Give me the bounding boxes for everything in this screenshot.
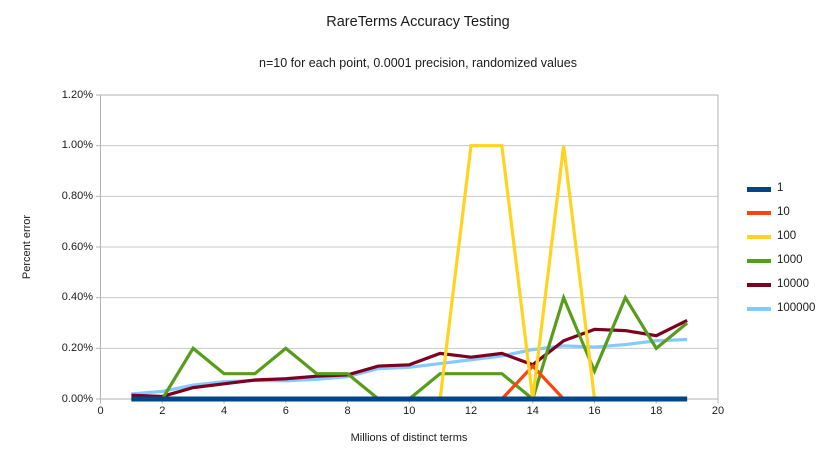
legend-item-10000: 10000 bbox=[747, 273, 815, 297]
x-tick-label: 10 bbox=[403, 405, 416, 417]
x-tick-label: 4 bbox=[220, 405, 228, 417]
legend-item-100000: 100000 bbox=[747, 297, 815, 321]
legend-label: 10000 bbox=[777, 278, 809, 291]
legend-item-10: 10 bbox=[747, 201, 815, 225]
legend: 1 10 100 1000 10000 100000 bbox=[747, 177, 815, 321]
series-line-100000 bbox=[131, 337, 688, 396]
legend-swatch-1000 bbox=[747, 259, 771, 263]
legend-item-100: 100 bbox=[747, 225, 815, 249]
legend-swatch-10000 bbox=[747, 283, 771, 287]
y-tick-label: 0.60% bbox=[61, 240, 93, 253]
chart-subtitle: n=10 for each point, 0.0001 precision, r… bbox=[259, 56, 577, 70]
legend-label: 1000 bbox=[777, 254, 803, 267]
legend-label: 100000 bbox=[777, 302, 816, 315]
legend-label: 10 bbox=[777, 206, 790, 219]
series-line-100 bbox=[131, 144, 688, 401]
legend-swatch-1 bbox=[747, 186, 771, 192]
y-tick-label: 0.40% bbox=[61, 291, 93, 304]
legend-item-1000: 1000 bbox=[747, 249, 815, 273]
x-tick-label: 16 bbox=[588, 405, 601, 417]
y-axis-title: Percent error bbox=[21, 214, 33, 280]
legend-swatch-100000 bbox=[747, 307, 771, 311]
x-tick-label: 0 bbox=[97, 405, 104, 417]
chart-title: RareTerms Accuracy Testing bbox=[326, 14, 510, 30]
x-tick-label: 8 bbox=[344, 405, 351, 417]
legend-item-1: 1 bbox=[747, 177, 815, 201]
x-axis-title: Millions of distinct terms bbox=[350, 432, 468, 444]
legend-label: 100 bbox=[777, 230, 797, 243]
legend-swatch-100 bbox=[747, 235, 771, 239]
x-tick-label: 12 bbox=[464, 405, 478, 417]
x-tick-label: 20 bbox=[711, 405, 725, 417]
y-tick-label: 0.80% bbox=[61, 189, 93, 202]
x-tick-label: 2 bbox=[159, 405, 166, 417]
x-tick-label: 18 bbox=[650, 405, 663, 417]
legend-label: 1 bbox=[777, 182, 784, 195]
legend-swatch-10 bbox=[747, 211, 771, 215]
y-tick-label: 0.00% bbox=[61, 392, 93, 405]
y-tick-label: 1.00% bbox=[61, 139, 93, 152]
y-tick-label: 0.20% bbox=[61, 341, 93, 354]
y-tick-label: 1.20% bbox=[61, 88, 93, 101]
x-tick-label: 6 bbox=[282, 405, 289, 417]
series-line-10000 bbox=[131, 319, 688, 399]
x-tick-label: 14 bbox=[526, 405, 539, 417]
